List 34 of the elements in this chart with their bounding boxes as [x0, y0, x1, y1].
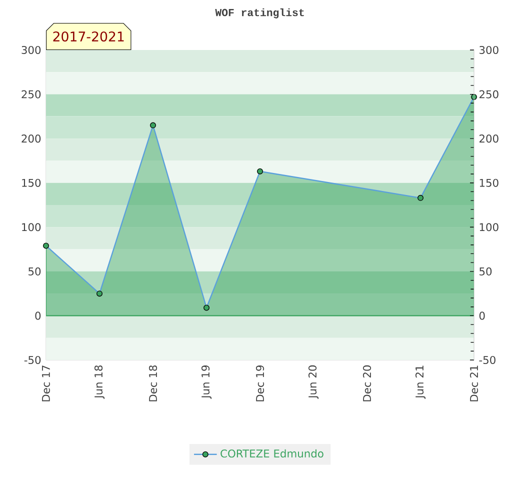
x-tick-label: Dec 17 [42, 366, 50, 402]
x-tick-label: Jun 19 [201, 365, 212, 399]
y2-tick-label: 300 [22, 46, 41, 54]
y2-tick-label: 150 [22, 178, 41, 187]
y-tick-label: 150 [480, 178, 498, 187]
x-tick-label: Jun 20 [308, 365, 319, 399]
y-tick-label: 100 [480, 223, 498, 232]
y2-tick-label: 50 [28, 267, 41, 276]
y-tick-label: 250 [479, 90, 498, 98]
legend-label: CORTEZE Edmundo [220, 449, 324, 458]
y2-tick-label: 200 [22, 134, 41, 143]
y-tick-label: 0 [479, 312, 485, 320]
y2-tick-label: 100 [22, 223, 41, 232]
y2-tick-label: 250 [22, 90, 41, 98]
y-tick-label: -50 [479, 356, 496, 364]
y-tick-label: 200 [479, 134, 498, 143]
point [96, 290, 103, 297]
chart-title: WOF ratinglist [215, 8, 304, 18]
text: 2017-2021 [53, 31, 124, 42]
x-tick-label: Dec 21 [470, 366, 478, 402]
point [257, 168, 264, 174]
y-tick-label: 300 [480, 46, 498, 54]
point [150, 122, 156, 128]
y2-tick-label: -50 [24, 356, 41, 364]
y-tick-label: 50 [480, 267, 492, 276]
x-tick-label: Jun 18 [94, 365, 105, 399]
x-tick-label: Jun 21 [415, 366, 426, 399]
point [418, 194, 424, 201]
x-tick-label: Dec 20 [362, 365, 372, 402]
y2-tick-label: 0 [35, 312, 41, 320]
point [204, 304, 210, 311]
point [43, 242, 50, 249]
x-tick-label: Dec 18 [148, 365, 158, 402]
x-tick-label: Dec 19 [256, 365, 264, 402]
